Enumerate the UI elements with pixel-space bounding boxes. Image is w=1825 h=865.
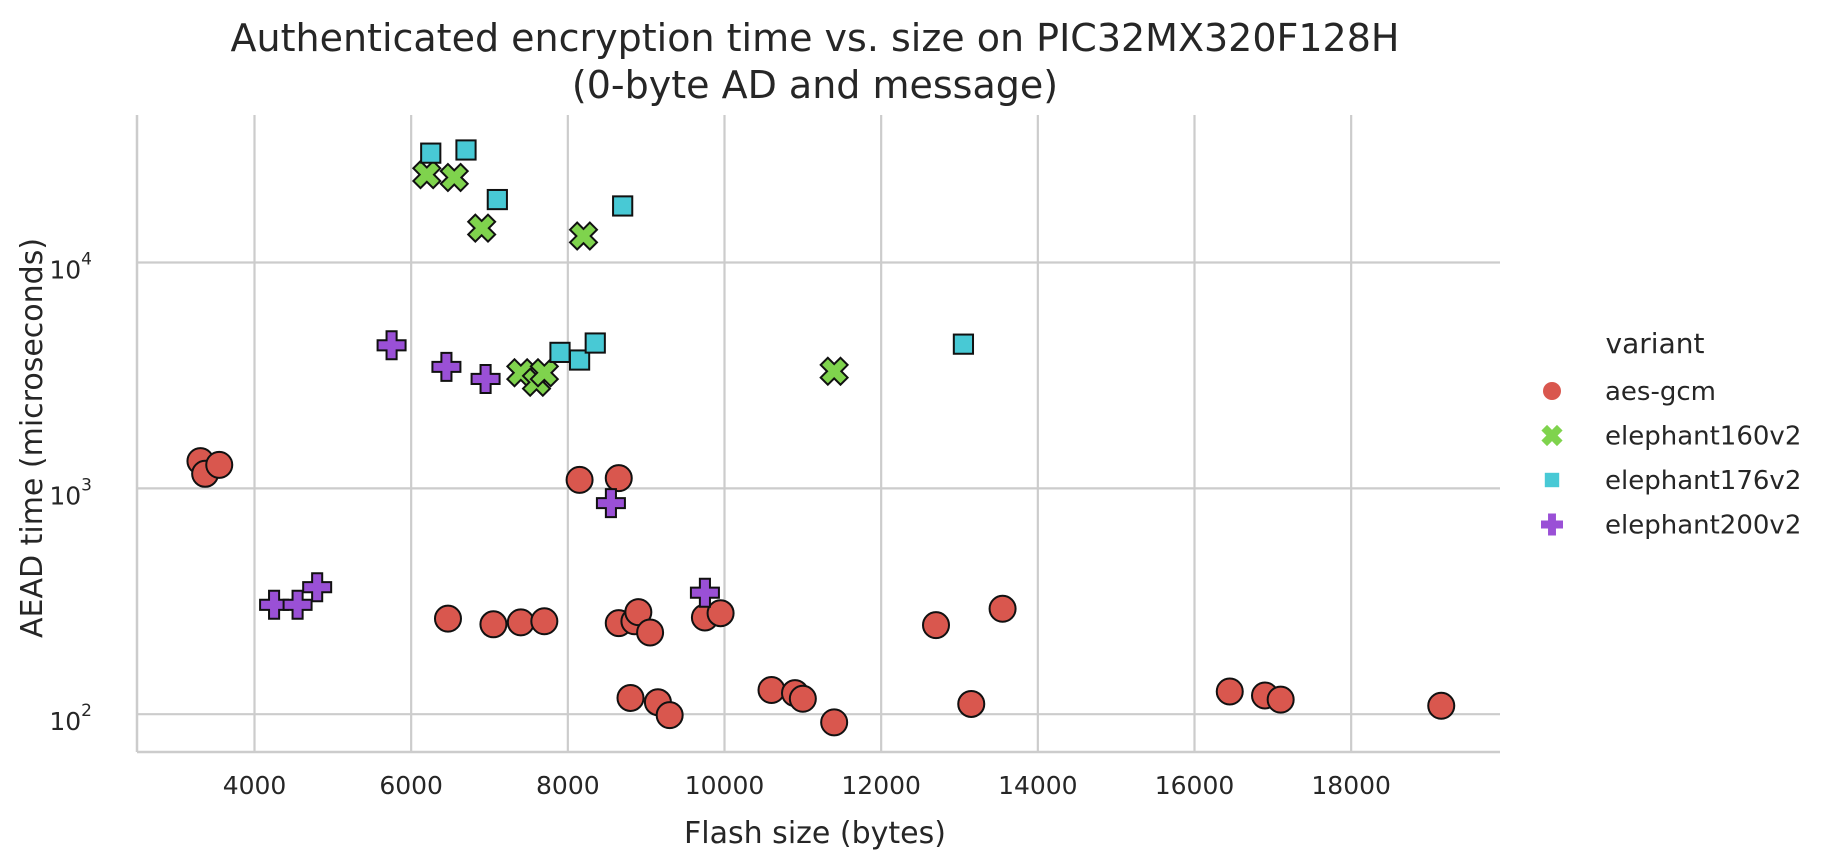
aes-gcm-point (706, 599, 735, 628)
x-tick-label: 18000 (1311, 771, 1391, 800)
elephant160v2-point (439, 162, 470, 193)
chart-title-line-2: (0-byte AD and message) (572, 63, 1058, 107)
elephant176v2-point (568, 349, 591, 371)
elephant200v2-point (431, 351, 462, 382)
elephant160v2-point (411, 159, 442, 190)
aes-gcm-point (636, 618, 665, 647)
aes-gcm-point (757, 675, 786, 704)
x-tick-label: 8000 (536, 771, 600, 800)
aes-gcm-point (788, 684, 817, 713)
aes-gcm-point (604, 464, 633, 493)
elephant176v2-point (486, 188, 508, 211)
aes-gcm-point (479, 610, 508, 639)
legend-marker-elephant176v2 (1544, 472, 1560, 488)
elephant176v2-point (612, 195, 634, 217)
series-elephant160v2 (411, 159, 850, 398)
elephant176v2-point (549, 341, 571, 363)
series-elephant176v2 (420, 139, 975, 371)
aes-gcm-point (616, 683, 645, 712)
legend-label-elephant176v2: elephant176v2 (1605, 466, 1801, 496)
elephant176v2-point (952, 333, 975, 355)
elephant176v2-point (584, 332, 606, 354)
aes-gcm-point (988, 594, 1017, 623)
aes-gcm-point (1266, 685, 1295, 714)
elephant200v2-point (259, 589, 290, 620)
legend-marker-aes-gcm (1543, 382, 1561, 400)
elephant160v2-point (466, 213, 497, 244)
x-tick-label: 16000 (1155, 771, 1235, 800)
x-tick-labels: 4000 6000 8000 10000 12000 14000 16000 18000 (223, 771, 1391, 800)
aes-gcm-point (205, 450, 234, 479)
aes-gcm-point (433, 604, 462, 633)
elephant200v2-point (376, 330, 407, 361)
y-tick-label: 104 (49, 250, 92, 285)
elephant160v2-point (568, 221, 599, 251)
aes-gcm-point (655, 701, 684, 730)
aes-gcm-point (922, 611, 950, 640)
aes-gcm-point (1427, 691, 1456, 720)
axis-spines (135, 115, 1500, 754)
aes-gcm-point (565, 465, 594, 494)
legend-label-elephant200v2: elephant200v2 (1605, 511, 1801, 541)
x-tick-label: 6000 (379, 771, 443, 800)
legend-marker-elephant160v2 (1541, 424, 1563, 447)
aes-gcm-point (957, 689, 986, 718)
elephant200v2-point (470, 363, 501, 394)
elephant200v2-point (595, 488, 626, 519)
aes-gcm-point (530, 607, 559, 636)
y-axis-label: AEAD time (microseconds) (15, 238, 50, 638)
y-tick-labels: 102 103 104 (49, 250, 92, 737)
series-aes-gcm (186, 447, 1456, 737)
elephant160v2-point (529, 357, 560, 388)
elephant200v2-point (689, 577, 720, 608)
series-elephant200v2 (259, 330, 720, 620)
legend: variant aes-gcm elephant160v2 elephant176v… (1541, 327, 1801, 541)
x-axis-label: Flash size (bytes) (684, 816, 946, 851)
x-tick-label: 4000 (223, 771, 287, 800)
aes-gcm-point (1215, 677, 1244, 706)
legend-label-elephant160v2: elephant160v2 (1605, 422, 1801, 452)
grid (137, 115, 1500, 752)
y-tick-label: 103 (49, 475, 92, 510)
elephant160v2-point (819, 356, 850, 387)
chart-title-line-1: Authenticated encryption time vs. size o… (231, 16, 1400, 60)
elephant176v2-point (420, 142, 442, 164)
legend-title: variant (1606, 327, 1705, 360)
data-points (186, 139, 1456, 737)
x-tick-label: 14000 (998, 771, 1078, 800)
aes-gcm-point (506, 608, 535, 637)
elephant200v2-point (282, 589, 313, 620)
legend-marker-elephant200v2 (1541, 513, 1563, 536)
aes-gcm-point (820, 708, 849, 737)
elephant200v2-point (302, 572, 333, 603)
x-tick-label: 10000 (685, 771, 765, 800)
elephant176v2-point (455, 139, 477, 161)
x-tick-label: 12000 (841, 771, 921, 800)
legend-label-aes-gcm: aes-gcm (1605, 377, 1716, 407)
y-tick-label: 102 (49, 701, 92, 736)
